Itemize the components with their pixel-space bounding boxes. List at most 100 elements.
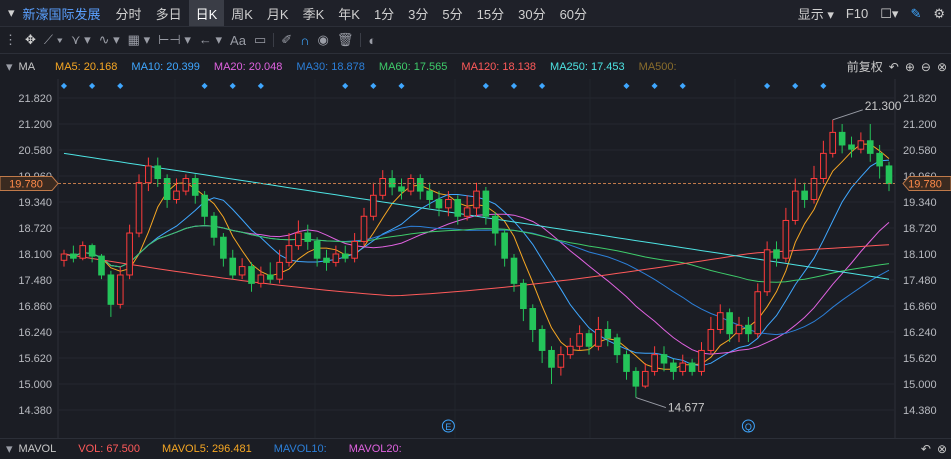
collapse-icon[interactable]: ▾ — [6, 440, 13, 456]
y-tick-left-4: 19.340 — [18, 197, 52, 209]
low-label: 14.677 — [668, 401, 705, 415]
range-tool-icon[interactable]: ⊢⊣ ▾ — [158, 32, 191, 47]
candle-body — [370, 194, 377, 217]
y-tick-left-10: 15.620 — [18, 353, 52, 365]
candle-body — [641, 370, 649, 387]
adjust-label[interactable]: 前复权 — [846, 60, 883, 74]
dividend-marker[interactable]: ◆ — [202, 81, 209, 90]
candle-body — [660, 354, 668, 364]
candle-body — [116, 274, 124, 305]
display-dropdown[interactable]: 显示 ▾ — [797, 7, 834, 22]
candle-body — [285, 245, 293, 263]
dividend-marker[interactable]: ◆ — [61, 81, 68, 90]
dividend-marker[interactable]: ◆ — [483, 81, 490, 90]
crosshair-icon[interactable]: ✥ — [25, 32, 36, 47]
ma-value-7: MA500: — [638, 60, 677, 73]
volume-values: MAVOL VOL: 67.500 MAVOL5: 296.481 MAVOL10: M… — [19, 443, 424, 455]
period-tab-10[interactable]: 15分 — [476, 6, 505, 22]
dividend-marker[interactable]: ◆ — [652, 81, 659, 90]
period-tab-1[interactable]: 多日 — [155, 6, 182, 22]
y-tick-left-6: 18.100 — [18, 249, 52, 261]
dividend-marker[interactable]: ◆ — [117, 81, 124, 90]
eraser-icon[interactable]: ✐ — [281, 32, 293, 47]
dividend-marker[interactable]: ◆ — [792, 81, 799, 90]
dividend-marker[interactable]: ◆ — [258, 81, 265, 90]
candle-body — [145, 165, 152, 184]
dividend-marker[interactable]: ◆ — [820, 81, 827, 90]
zoom-in-icon[interactable]: ⊕ — [904, 59, 915, 74]
dividend-marker[interactable]: ◆ — [511, 81, 518, 90]
candle-body — [773, 249, 780, 259]
toggle-icon[interactable]: ◐ — [368, 32, 377, 48]
candle-body — [857, 140, 865, 150]
dividend-marker[interactable]: ◆ — [398, 81, 405, 90]
close-icon[interactable]: ⊗ — [936, 59, 947, 74]
event-marker-0[interactable] — [441, 419, 455, 433]
period-tab-8[interactable]: 3分 — [408, 6, 429, 22]
candle-body — [651, 354, 658, 372]
period-tab-11[interactable]: 30分 — [518, 6, 546, 22]
event-marker-label-1: Q — [745, 422, 752, 432]
menu-icon[interactable]: ▾ — [8, 5, 15, 20]
candle-body — [791, 190, 799, 221]
y-tick-left-7: 17.480 — [18, 275, 52, 287]
magnet-icon[interactable]: ∩ — [300, 32, 310, 48]
top-right-controls: 显示 ▾ F10 ☐▾ ✎ ⚙ — [792, 0, 951, 27]
period-tab-3[interactable]: 周K — [231, 6, 253, 22]
dividend-marker[interactable]: ◆ — [680, 81, 687, 90]
trash-icon[interactable]: 🗑 — [336, 32, 354, 47]
eye-icon[interactable]: ◉ — [317, 32, 329, 47]
y-tick-left-11: 15.000 — [18, 379, 52, 391]
period-tab-9[interactable]: 5分 — [442, 6, 463, 22]
ma-value-1: MA10: 20.399 — [131, 60, 200, 73]
stock-name[interactable]: 新濠国际发展 — [22, 6, 101, 22]
period-tab-6[interactable]: 年K — [338, 6, 360, 22]
candle-body — [670, 362, 677, 372]
candle-body — [238, 266, 246, 276]
y-tick-left-8: 16.860 — [18, 301, 52, 313]
dividend-marker[interactable]: ◆ — [539, 81, 546, 90]
close-icon[interactable]: ⊗ — [936, 442, 947, 456]
checkbox-icon[interactable]: ☐▾ — [880, 5, 899, 21]
candle-body — [435, 198, 443, 209]
period-tab-12[interactable]: 60分 — [559, 6, 588, 22]
f10-button[interactable]: F10 — [845, 6, 869, 21]
period-tab-2[interactable]: 日K — [188, 0, 225, 26]
dividend-marker[interactable]: ◆ — [623, 81, 630, 90]
low-pointer — [635, 397, 667, 409]
ma-legend: ▾ MA MA5: 20.168 MA10: 20.399 MA20: 20.048… — [0, 54, 951, 79]
candle-body — [248, 266, 255, 284]
fork-tool-icon[interactable]: ⋎ ▾ — [70, 32, 91, 47]
dividend-marker[interactable]: ◆ — [764, 81, 771, 90]
candle-body — [491, 215, 499, 234]
event-marker-1[interactable] — [741, 419, 755, 433]
candle-body — [623, 354, 630, 372]
grip-icon: ⋮ — [4, 32, 17, 47]
gear-icon[interactable]: ⚙ — [933, 5, 945, 21]
comment-icon[interactable]: ▭ — [253, 32, 267, 47]
kline-chart[interactable]: 21.82021.82021.20021.20020.58020.58019.9… — [0, 79, 951, 438]
ma-line-ma250 — [63, 152, 890, 280]
period-tab-0[interactable]: 分时 — [115, 6, 142, 22]
ma-value-5: MA120: 18.138 — [461, 60, 537, 73]
dividend-marker[interactable]: ◆ — [230, 81, 237, 90]
dividend-marker[interactable]: ◆ — [370, 81, 377, 90]
arrow-tool-icon[interactable]: ← ▾ — [198, 32, 223, 47]
current-price-left: 19.780 — [9, 179, 43, 191]
ma-value-0: MA5: 20.168 — [55, 60, 118, 73]
period-tab-5[interactable]: 季K — [302, 6, 325, 22]
undo-icon[interactable]: ↶ — [920, 442, 931, 456]
measure-tool-icon[interactable]: ▦ ▾ — [127, 32, 151, 47]
wave-tool-icon[interactable]: ∿ ▾ — [98, 32, 120, 47]
pen-icon[interactable]: ✎ — [910, 5, 922, 21]
dividend-marker[interactable]: ◆ — [342, 81, 349, 90]
collapse-icon[interactable]: ▾ — [6, 58, 13, 74]
zoom-out-icon[interactable]: ⊖ — [920, 59, 931, 74]
period-tab-4[interactable]: 月K — [266, 6, 289, 22]
period-tab-7[interactable]: 1分 — [373, 6, 395, 22]
line-tool-icon[interactable]: ⟋ ▾ — [43, 32, 63, 47]
text-tool[interactable]: Aa — [230, 32, 246, 48]
candle-body — [782, 219, 790, 259]
undo-icon[interactable]: ↶ — [888, 59, 899, 74]
dividend-marker[interactable]: ◆ — [89, 81, 96, 90]
